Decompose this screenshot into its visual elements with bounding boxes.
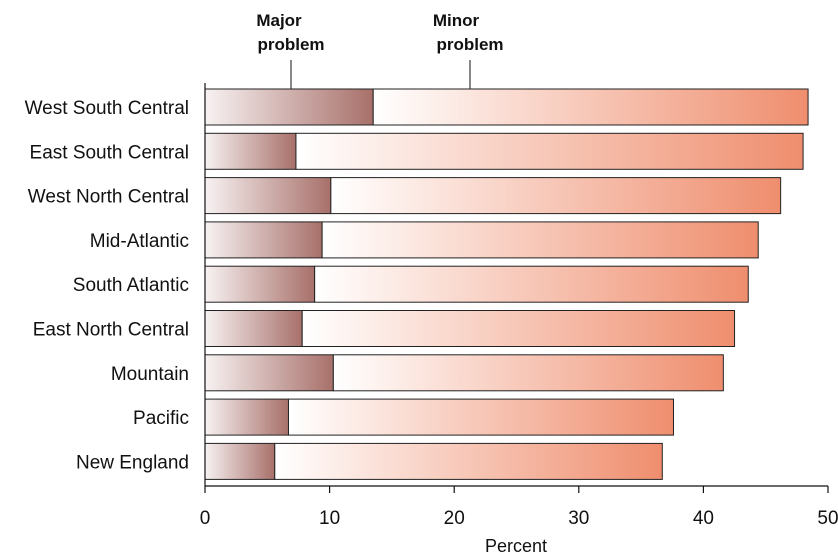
legend: Major problem Minor problem bbox=[256, 11, 504, 90]
x-axis-ticks: 0 10 20 30 40 50 bbox=[200, 486, 838, 529]
category-label: West North Central bbox=[28, 187, 189, 208]
bar-minor-problem bbox=[314, 265, 749, 303]
bar-minor-problem bbox=[321, 221, 759, 259]
bar-major-problem bbox=[204, 398, 289, 436]
legend-major-line2: problem bbox=[257, 35, 324, 54]
bars-group bbox=[204, 88, 809, 480]
bar-major-problem bbox=[204, 442, 276, 480]
category-label: Mountain bbox=[111, 364, 189, 385]
category-label: South Atlantic bbox=[73, 275, 189, 296]
bar-minor-problem bbox=[301, 310, 736, 347]
x-axis-label: Percent bbox=[485, 536, 547, 556]
x-tick-label: 50 bbox=[817, 508, 838, 529]
bar-major-problem bbox=[204, 310, 303, 347]
x-tick-label: 10 bbox=[319, 508, 340, 529]
category-labels: West South Central East South Central West… bbox=[25, 98, 189, 473]
bar-minor-problem bbox=[287, 398, 674, 436]
category-label: East North Central bbox=[33, 320, 189, 341]
bar-minor-problem bbox=[330, 177, 782, 215]
bar-minor-problem bbox=[332, 354, 724, 392]
bar-minor-problem bbox=[295, 132, 804, 170]
bar-major-problem bbox=[204, 354, 334, 392]
bar-minor-problem bbox=[372, 88, 809, 126]
category-label: East South Central bbox=[30, 142, 189, 163]
bar-major-problem bbox=[204, 132, 297, 170]
legend-major-line1: Major bbox=[256, 11, 302, 30]
x-tick-label: 40 bbox=[693, 508, 714, 529]
x-tick-label: 30 bbox=[568, 508, 589, 529]
category-label: West South Central bbox=[25, 98, 189, 119]
bar-major-problem bbox=[204, 221, 323, 259]
category-label: New England bbox=[76, 452, 189, 473]
x-tick-label: 20 bbox=[444, 508, 465, 529]
bar-major-problem bbox=[204, 177, 332, 215]
legend-minor-line1: Minor bbox=[433, 11, 480, 30]
x-tick-label: 0 bbox=[200, 508, 211, 529]
legend-minor-line2: problem bbox=[436, 35, 503, 54]
bar-major-problem bbox=[204, 88, 374, 126]
bar-minor-problem bbox=[274, 442, 663, 480]
bar-major-problem bbox=[204, 265, 316, 303]
category-label: Mid-Atlantic bbox=[90, 231, 189, 252]
category-label: Pacific bbox=[133, 408, 189, 429]
